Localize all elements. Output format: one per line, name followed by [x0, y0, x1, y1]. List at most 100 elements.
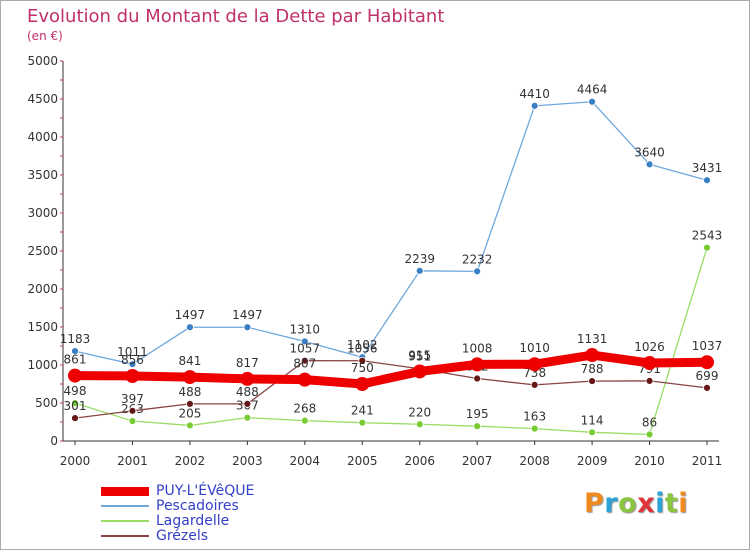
data-label: 205 [178, 406, 201, 420]
data-label: 397 [121, 392, 144, 406]
y-tick-label: 3500 [27, 168, 58, 182]
data-point [703, 176, 711, 185]
x-tick-label: 2003 [232, 454, 263, 468]
data-point [703, 383, 711, 392]
data-point [300, 337, 309, 346]
y-tick-label: 2000 [27, 282, 58, 296]
data-point [358, 356, 367, 365]
y-tick-label: 4500 [27, 92, 58, 106]
data-point [300, 416, 309, 425]
x-tick-label: 2000 [60, 454, 91, 468]
data-point [473, 374, 482, 383]
data-point [71, 399, 79, 408]
x-tick-label: 2009 [577, 454, 608, 468]
data-point [71, 347, 79, 355]
data-point [358, 418, 367, 427]
data-point [588, 97, 596, 106]
data-label: 4410 [519, 87, 550, 101]
legend-label: Lagardelle [156, 513, 230, 529]
data-point [527, 357, 542, 372]
data-point [243, 413, 252, 422]
data-label: 1310 [290, 322, 321, 336]
data-label: 1008 [462, 341, 493, 355]
data-label: 817 [236, 356, 259, 370]
data-label: 268 [293, 402, 316, 416]
data-point [530, 101, 539, 110]
data-label: 1010 [519, 341, 550, 355]
y-tick-label: 500 [35, 396, 58, 410]
logo-letter: P [584, 488, 605, 519]
y-tick-label: 3000 [27, 206, 58, 220]
data-point [128, 360, 137, 369]
data-label: 1497 [232, 308, 263, 322]
data-point [473, 267, 482, 276]
data-label: 1183 [60, 332, 91, 346]
chart-title: Evolution du Montant de la Dette par Hab… [27, 6, 445, 27]
x-tick-label: 2008 [519, 454, 550, 468]
series-line [74, 247, 708, 436]
data-label: 1057 [290, 342, 321, 356]
x-tick-label: 2002 [175, 454, 206, 468]
data-label: 750 [351, 361, 374, 375]
series-line [74, 360, 708, 419]
data-label: 86 [642, 415, 657, 429]
series-line [74, 101, 708, 365]
y-tick-label: 5000 [27, 54, 58, 68]
y-tick-label: 2500 [27, 244, 58, 258]
legend-swatch [101, 535, 149, 537]
x-tick-label: 2005 [347, 454, 378, 468]
logo-letter: r [604, 488, 619, 519]
data-point [68, 368, 82, 383]
logo-letter: o [618, 488, 638, 519]
data-point [642, 356, 657, 371]
data-point [297, 372, 312, 387]
data-point [125, 368, 140, 383]
data-point [703, 243, 711, 252]
y-tick-label: 1500 [27, 320, 58, 334]
data-point [700, 355, 714, 370]
data-label: 114 [581, 413, 604, 427]
data-label: 241 [351, 404, 374, 418]
logo-letter: t [664, 488, 679, 519]
data-label: 1056 [347, 342, 378, 356]
data-point [470, 357, 485, 372]
data-label: 163 [523, 410, 546, 424]
legend-swatch [101, 520, 149, 522]
data-label: 488 [236, 385, 259, 399]
data-point [530, 424, 539, 433]
data-label: 738 [523, 366, 546, 380]
legend-item: PUY-L'ÉVêQUE [101, 483, 321, 499]
proxiti-logo: Proxiti [584, 488, 688, 519]
data-label: 498 [64, 384, 87, 398]
data-point [588, 428, 596, 437]
data-label: 3640 [634, 145, 665, 159]
data-label: 2232 [462, 252, 493, 266]
legend-label: Grézels [156, 528, 209, 544]
data-label: 2543 [692, 229, 723, 243]
legend-item: Grézels [101, 528, 321, 544]
x-tick-label: 2007 [462, 454, 493, 468]
legend-label: Pescadoires [156, 498, 239, 514]
series-line [70, 350, 712, 389]
y-tick-label: 1000 [27, 358, 58, 372]
data-label: 1026 [634, 340, 665, 354]
legend-item: Pescadoires [101, 498, 321, 514]
data-point [473, 422, 482, 431]
x-tick-label: 2004 [290, 454, 321, 468]
data-label: 220 [408, 405, 431, 419]
data-point [182, 370, 197, 385]
data-label: 788 [581, 362, 604, 376]
data-point [645, 430, 654, 439]
data-label: 841 [178, 354, 201, 368]
data-point [71, 414, 79, 423]
data-point [243, 323, 252, 332]
data-label: 861 [64, 353, 87, 367]
logo-letter: i [678, 488, 689, 519]
x-tick-label: 2006 [404, 454, 435, 468]
data-label: 488 [178, 385, 201, 399]
data-label: 1037 [692, 339, 723, 353]
data-label: 1497 [175, 308, 206, 322]
data-point [415, 420, 424, 429]
